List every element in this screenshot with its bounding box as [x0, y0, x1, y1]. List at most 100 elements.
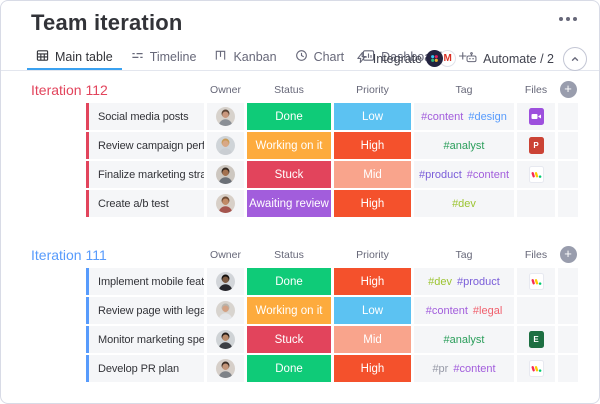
tag-cell[interactable]: #analyst	[414, 132, 514, 159]
avatar	[216, 107, 235, 126]
files-cell[interactable]: E	[517, 326, 555, 353]
tag-cell[interactable]: #dev #product	[414, 268, 514, 295]
task-name-cell[interactable]: Review campaign performance	[86, 132, 204, 159]
tab-kanban[interactable]: Kanban	[205, 45, 285, 70]
status-cell[interactable]: Done	[247, 103, 331, 130]
status-cell[interactable]: Done	[247, 268, 331, 295]
automate-button[interactable]: Automate / 2	[465, 51, 554, 67]
owner-cell[interactable]	[207, 326, 244, 353]
chevron-up-icon	[571, 56, 579, 61]
priority-cell[interactable]: High	[334, 132, 411, 159]
priority-cell[interactable]: Low	[334, 103, 411, 130]
owner-cell[interactable]	[207, 268, 244, 295]
page-title[interactable]: Team iteration	[31, 10, 183, 35]
avatar	[216, 136, 235, 155]
tag-cell[interactable]: #product #content	[414, 161, 514, 188]
monday-doc-file-icon	[528, 360, 544, 377]
group-iteration-112: Iteration 112 Owner Status Priority Tag …	[1, 81, 599, 219]
priority-cell[interactable]: Mid	[334, 161, 411, 188]
tag: #dev	[428, 275, 453, 288]
files-cell[interactable]	[517, 268, 555, 295]
tag: #legal	[472, 304, 503, 317]
owner-cell[interactable]	[207, 355, 244, 382]
owner-cell[interactable]	[207, 103, 244, 130]
tag: #analyst	[443, 139, 485, 152]
tag-cell[interactable]: #content #legal	[414, 297, 514, 324]
group-rows: Social media posts Done Low #content #de…	[86, 103, 599, 217]
table-row: Monitor marketing spend Stuck Mid #analy…	[86, 326, 599, 353]
column-header-priority[interactable]: Priority	[356, 83, 389, 96]
add-view-tab[interactable]: +	[451, 45, 474, 70]
status-cell[interactable]: Awaiting review	[247, 190, 331, 217]
group-title[interactable]: Iteration 111	[31, 246, 107, 263]
tag: #content	[425, 304, 468, 317]
priority-cell[interactable]: Mid	[334, 326, 411, 353]
green-spreadsheet-file-icon: E	[528, 331, 544, 348]
column-header-tag[interactable]: Tag	[455, 248, 473, 261]
tab-label: Chart	[313, 49, 345, 64]
status-cell[interactable]: Done	[247, 355, 331, 382]
integrate-button[interactable]: Integrate M	[355, 50, 457, 67]
tag-cell[interactable]: #content #design	[414, 103, 514, 130]
add-column-button[interactable]: +	[559, 81, 577, 98]
files-cell[interactable]	[517, 103, 555, 130]
avatar	[216, 330, 235, 349]
column-header-tag[interactable]: Tag	[455, 83, 473, 96]
task-name-cell[interactable]: Social media posts	[86, 103, 204, 130]
priority-cell[interactable]: High	[334, 355, 411, 382]
robot-icon	[465, 51, 478, 67]
status-cell[interactable]: Stuck	[247, 326, 331, 353]
dot	[559, 17, 563, 21]
priority-cell[interactable]: High	[334, 190, 411, 217]
owner-cell[interactable]	[207, 297, 244, 324]
tag: #design	[468, 110, 507, 123]
task-name-cell[interactable]: Develop PR plan	[86, 355, 204, 382]
column-header-owner[interactable]: Owner	[210, 248, 241, 261]
status-cell[interactable]: Stuck	[247, 161, 331, 188]
files-cell[interactable]	[517, 190, 555, 217]
column-header-files[interactable]: Files	[524, 83, 548, 96]
column-header-priority[interactable]: Priority	[356, 248, 389, 261]
files-cell[interactable]	[517, 161, 555, 188]
priority-cell[interactable]: High	[334, 268, 411, 295]
add-column-cell	[558, 297, 578, 324]
status-cell[interactable]: Working on it	[247, 297, 331, 324]
tag-cell[interactable]: #pr #content	[414, 355, 514, 382]
collapse-header-button[interactable]	[563, 46, 587, 71]
tab-chart[interactable]: Chart	[286, 45, 354, 70]
add-column-cell	[558, 190, 578, 217]
avatar	[216, 165, 235, 184]
avatar	[216, 194, 235, 213]
task-name-cell[interactable]: Monitor marketing spend	[86, 326, 204, 353]
owner-cell[interactable]	[207, 190, 244, 217]
add-column-button[interactable]: +	[559, 246, 577, 263]
owner-cell[interactable]	[207, 132, 244, 159]
tab-main-table[interactable]: Main table	[27, 45, 122, 70]
avatar	[216, 301, 235, 320]
tag-cell[interactable]: #dev	[414, 190, 514, 217]
tag: #content	[453, 362, 496, 375]
column-header-status[interactable]: Status	[274, 83, 304, 96]
files-cell[interactable]	[517, 297, 555, 324]
tag: #dev	[452, 197, 476, 210]
status-cell[interactable]: Working on it	[247, 132, 331, 159]
table-row: Develop PR plan Done High #pr #content	[86, 355, 599, 382]
column-header-status[interactable]: Status	[274, 248, 304, 261]
avatar	[216, 359, 235, 378]
task-name-cell[interactable]: Finalize marketing strategy	[86, 161, 204, 188]
task-name-cell[interactable]: Implement mobile features	[86, 268, 204, 295]
files-cell[interactable]	[517, 355, 555, 382]
task-name-cell[interactable]: Review page with legal	[86, 297, 204, 324]
group-title[interactable]: Iteration 112	[31, 81, 108, 98]
column-header-owner[interactable]: Owner	[210, 83, 241, 96]
tag-cell[interactable]: #analyst	[414, 326, 514, 353]
owner-cell[interactable]	[207, 161, 244, 188]
column-header-files[interactable]: Files	[524, 248, 548, 261]
tab-timeline[interactable]: Timeline	[122, 45, 206, 70]
priority-cell[interactable]: Low	[334, 297, 411, 324]
board-menu-button[interactable]	[555, 13, 581, 25]
clock-icon	[295, 49, 308, 65]
task-name-cell[interactable]: Create a/b test	[86, 190, 204, 217]
files-cell[interactable]: P	[517, 132, 555, 159]
